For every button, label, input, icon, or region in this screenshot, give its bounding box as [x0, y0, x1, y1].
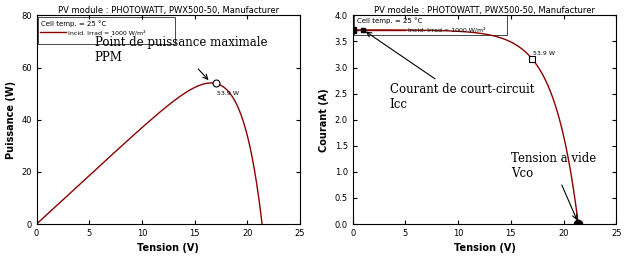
Title: PV module : PHOTOWATT, PWX500-50, Manufacturer: PV module : PHOTOWATT, PWX500-50, Manufa… — [58, 5, 279, 15]
Title: PV modele : PHOTOWATT, PWX500-50, Manufacturer: PV modele : PHOTOWATT, PWX500-50, Manufa… — [374, 5, 595, 15]
Text: Cell temp. = 25 °C: Cell temp. = 25 °C — [357, 17, 422, 24]
Text: Incid. Irrad = 1000 W/m²: Incid. Irrad = 1000 W/m² — [68, 30, 146, 35]
Text: Courant de court-circuit
Icc: Courant de court-circuit Icc — [367, 32, 534, 111]
Text: 53.9 W: 53.9 W — [218, 91, 240, 96]
Text: Tension a vide
Vco: Tension a vide Vco — [511, 152, 596, 219]
X-axis label: Tension (V): Tension (V) — [137, 243, 199, 254]
Y-axis label: Courant (A): Courant (A) — [319, 88, 329, 152]
Text: Point de puissance maximale
PPM: Point de puissance maximale PPM — [95, 36, 267, 79]
Bar — [354, 13, 507, 35]
X-axis label: Tension (V): Tension (V) — [453, 243, 515, 254]
Y-axis label: Puissance (W): Puissance (W) — [6, 81, 16, 159]
Text: Incid. Irrad = 1000 W/m²: Incid. Irrad = 1000 W/m² — [408, 27, 485, 33]
Bar — [38, 17, 174, 44]
Text: 53.9 W: 53.9 W — [534, 51, 556, 56]
Text: Cell temp. = 25 °C: Cell temp. = 25 °C — [41, 20, 106, 27]
